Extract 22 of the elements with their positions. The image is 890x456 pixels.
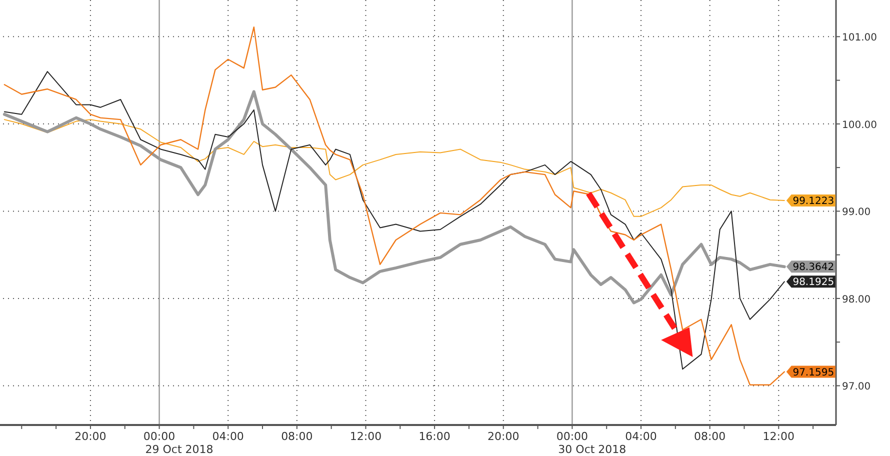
y-tick-label: 100.00 (842, 120, 877, 131)
data-label: 98.1925 (792, 277, 834, 288)
x-tick-label: 12:00 (762, 430, 794, 443)
x-tick-label: 16:00 (418, 430, 450, 443)
text: 29 Oct 2018 (145, 443, 214, 456)
y-tick-label: 97.00 (842, 382, 871, 393)
x-tick-label: 00:00 (556, 430, 588, 443)
data-label: 99.1223 (792, 196, 834, 208)
x-tick-label: 12:00 (350, 430, 382, 443)
x-tick-label: 04:00 (625, 430, 657, 443)
x-tick-label: 04:00 (212, 430, 244, 443)
x-tick-label: 08:00 (281, 430, 313, 443)
x-tick-label: 00:00 (143, 430, 176, 443)
text: 30 Oct 2018 (558, 443, 626, 456)
data-label: 98.3642 (792, 262, 834, 274)
x-tick-label: 20:00 (488, 430, 520, 443)
y-tick-label: 98.00 (842, 294, 871, 306)
y-tick-label: 101.00 (842, 32, 877, 44)
x-tick-label: 20:00 (74, 430, 106, 443)
data-label: 97.1595 (792, 367, 834, 378)
y-tick-label: 99.00 (842, 207, 871, 218)
x-tick-label: 08:00 (694, 430, 726, 443)
